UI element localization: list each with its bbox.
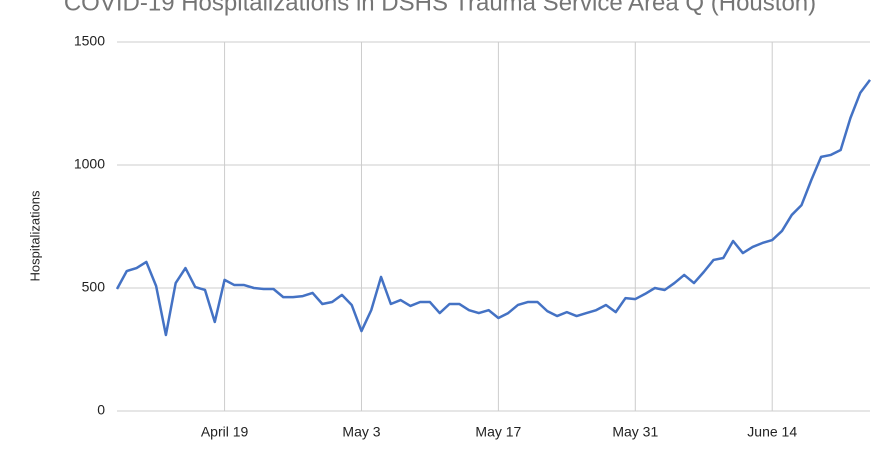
x-tick-label: June 14 [747,424,797,440]
y-axis-label: Hospitalizations [27,190,42,282]
y-tick-label: 500 [82,279,106,295]
x-tick-label: May 3 [342,424,380,440]
x-tick-label: May 31 [612,424,658,440]
x-tick-label: May 17 [475,424,521,440]
chart-title: COVID-19 Hospitalizations in DSHS Trauma… [64,0,816,16]
x-tick-label: April 19 [201,424,249,440]
y-tick-label: 1000 [74,156,105,172]
y-tick-label: 1500 [74,33,105,49]
data-line [115,79,871,337]
y-tick-label: 0 [97,402,105,418]
